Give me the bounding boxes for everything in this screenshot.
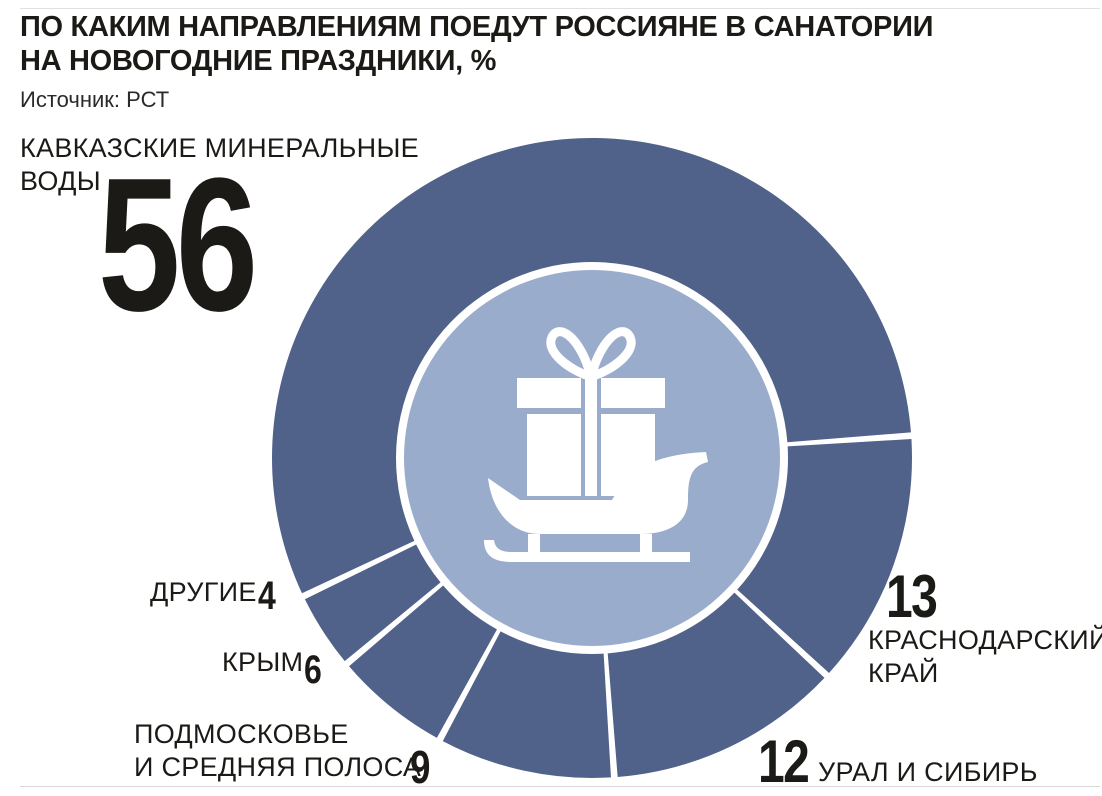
- source-note: Источник: РСТ: [20, 87, 170, 112]
- sleigh-runner: [484, 540, 690, 562]
- label-kmv-line-2: ВОДЫ: [20, 166, 101, 196]
- label-krasnodar: КРАСНОДАРСКИЙ КРАЙ: [868, 624, 1102, 690]
- sleigh-with-gift-icon: [484, 327, 708, 562]
- chart-title-line-1: ПО КАКИМ НАПРАВЛЕНИЯМ ПОЕДУТ РОССИЯНЕ В …: [20, 11, 934, 43]
- chart-title-line-2: НА НОВОГОДНИЕ ПРАЗДНИКИ, %: [20, 45, 497, 77]
- sleigh-body: [488, 452, 708, 534]
- label-drugie: ДРУГИЕ: [150, 577, 257, 607]
- donut-slice-krasnodar: [737, 439, 912, 673]
- bottom-rule: [20, 786, 1100, 787]
- donut-slice-kmv: [272, 138, 911, 594]
- value-kmv: 56: [98, 139, 258, 351]
- gift-bow-right: [588, 327, 636, 383]
- value-krym: 6: [304, 648, 322, 692]
- donut-slices: [272, 138, 912, 779]
- label-kmv: КАВКАЗСКИЕ МИНЕРАЛЬНЫЕ ВОДЫ: [20, 132, 419, 198]
- label-podmoskovie-line-1: ПОДМОСКОВЬЕ: [134, 719, 349, 749]
- value-podmoskovie: 9: [410, 741, 431, 793]
- donut-slice-krym: [349, 585, 497, 738]
- value-ural: 12: [758, 728, 810, 795]
- label-krasnodar-line-2: КРАЙ: [868, 658, 939, 688]
- label-kmv-line-1: КАВКАЗСКИЕ МИНЕРАЛЬНЫЕ: [20, 133, 419, 163]
- donut-slice-podmoskovie: [442, 631, 611, 779]
- top-rule: [20, 8, 1100, 9]
- donut-slice-ural: [607, 592, 825, 777]
- label-podmoskovie: ПОДМОСКОВЬЕ И СРЕДНЯЯ ПОЛОСА: [134, 718, 421, 784]
- label-ural: УРАЛ И СИБИРЬ: [818, 757, 1038, 787]
- donut-slice-drugie: [304, 544, 441, 662]
- label-krym: КРЫМ: [222, 647, 304, 677]
- sleigh-runner-post-left: [528, 534, 540, 556]
- label-podmoskovie-line-2: И СРЕДНЯЯ ПОЛОСА: [134, 752, 422, 782]
- value-drugie: 4: [258, 574, 276, 618]
- sleigh-runner-post-right: [640, 534, 652, 556]
- chart-title: ПО КАКИМ НАПРАВЛЕНИЯМ ПОЕДУТ РОССИЯНЕ В …: [20, 10, 933, 78]
- value-krasnodar: 13: [886, 563, 938, 630]
- gift-bow-left: [546, 327, 594, 383]
- label-krasnodar-line-1: КРАСНОДАРСКИЙ: [868, 625, 1102, 655]
- gift-ribbon-inner: [585, 378, 597, 496]
